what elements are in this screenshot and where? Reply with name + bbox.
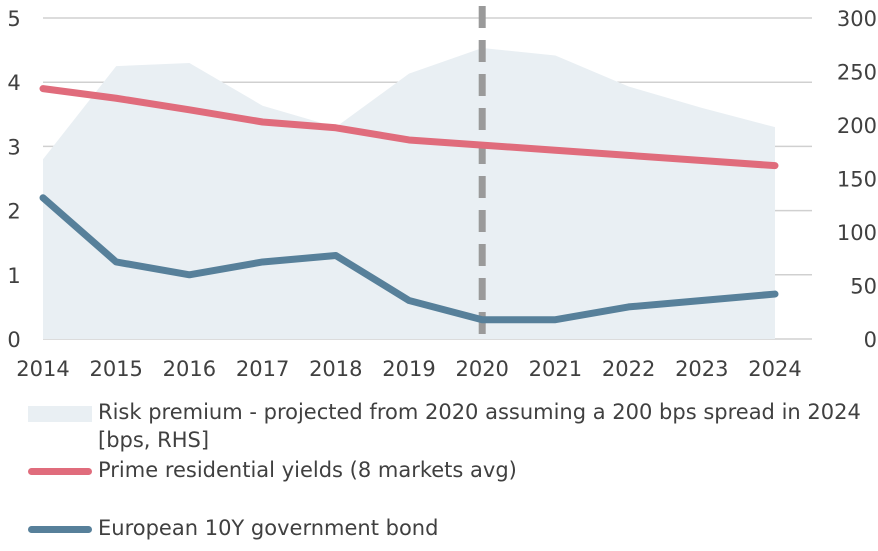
government-bond-line xyxy=(39,194,779,324)
prime-residential-yields-line xyxy=(39,85,779,170)
legend-item-prime-residential-yields: Prime residential yields (8 markets avg) xyxy=(28,456,868,484)
left-axis-tick-label: 5 xyxy=(7,7,20,31)
left-y-axis: 0 1 2 3 4 5 xyxy=(7,7,20,352)
x-axis: 2014 2015 2016 2017 2018 2019 2020 2021 2022 2023… xyxy=(16,357,801,381)
x-axis-tick-label: 2015 xyxy=(89,357,142,381)
left-axis-tick-label: 1 xyxy=(7,264,20,288)
x-axis-tick-label: 2021 xyxy=(529,357,582,381)
legend: Risk premium - projected from 2020 assum… xyxy=(28,398,868,542)
legend-swatch-line xyxy=(28,468,92,475)
right-axis-tick-label: 200 xyxy=(837,114,877,138)
left-axis-tick-label: 0 xyxy=(7,328,20,352)
right-axis-tick-label: 150 xyxy=(837,168,877,192)
right-axis-tick-label: 100 xyxy=(837,221,877,245)
x-axis-tick-label: 2019 xyxy=(382,357,435,381)
x-axis-tick-label: 2022 xyxy=(602,357,655,381)
left-axis-tick-label: 3 xyxy=(7,135,20,159)
left-axis-tick-label: 2 xyxy=(7,200,20,224)
x-axis-tick-label: 2020 xyxy=(455,357,508,381)
legend-label-government-bond: European 10Y government bond xyxy=(98,516,439,540)
legend-label-risk-premium: Risk premium - projected from 2020 assum… xyxy=(98,400,861,452)
legend-swatch-line xyxy=(28,526,92,533)
right-axis-tick-label: 300 xyxy=(837,7,877,31)
legend-item-risk-premium: Risk premium - projected from 2020 assum… xyxy=(28,398,868,454)
right-axis-tick-label: 50 xyxy=(850,275,877,299)
x-axis-tick-label: 2017 xyxy=(236,357,289,381)
right-axis-tick-label: 0 xyxy=(864,328,877,352)
x-axis-tick-label: 2024 xyxy=(748,357,801,381)
risk-premium-area xyxy=(43,47,775,340)
x-axis-tick-label: 2023 xyxy=(675,357,728,381)
legend-label-prime-residential-yields: Prime residential yields (8 markets avg) xyxy=(98,458,517,482)
x-axis-tick-label: 2018 xyxy=(309,357,362,381)
legend-item-government-bond: European 10Y government bond xyxy=(28,514,868,542)
risk-premium-area-layer xyxy=(43,47,775,340)
right-axis-tick-label: 250 xyxy=(837,61,877,85)
x-axis-tick-label: 2014 xyxy=(16,357,69,381)
left-axis-tick-label: 4 xyxy=(7,71,20,95)
x-axis-tick-label: 2016 xyxy=(163,357,216,381)
series-lines-layer xyxy=(39,85,779,324)
legend-swatch-area xyxy=(28,406,92,422)
right-y-axis: 0 50 100 150 200 250 300 xyxy=(837,7,877,352)
